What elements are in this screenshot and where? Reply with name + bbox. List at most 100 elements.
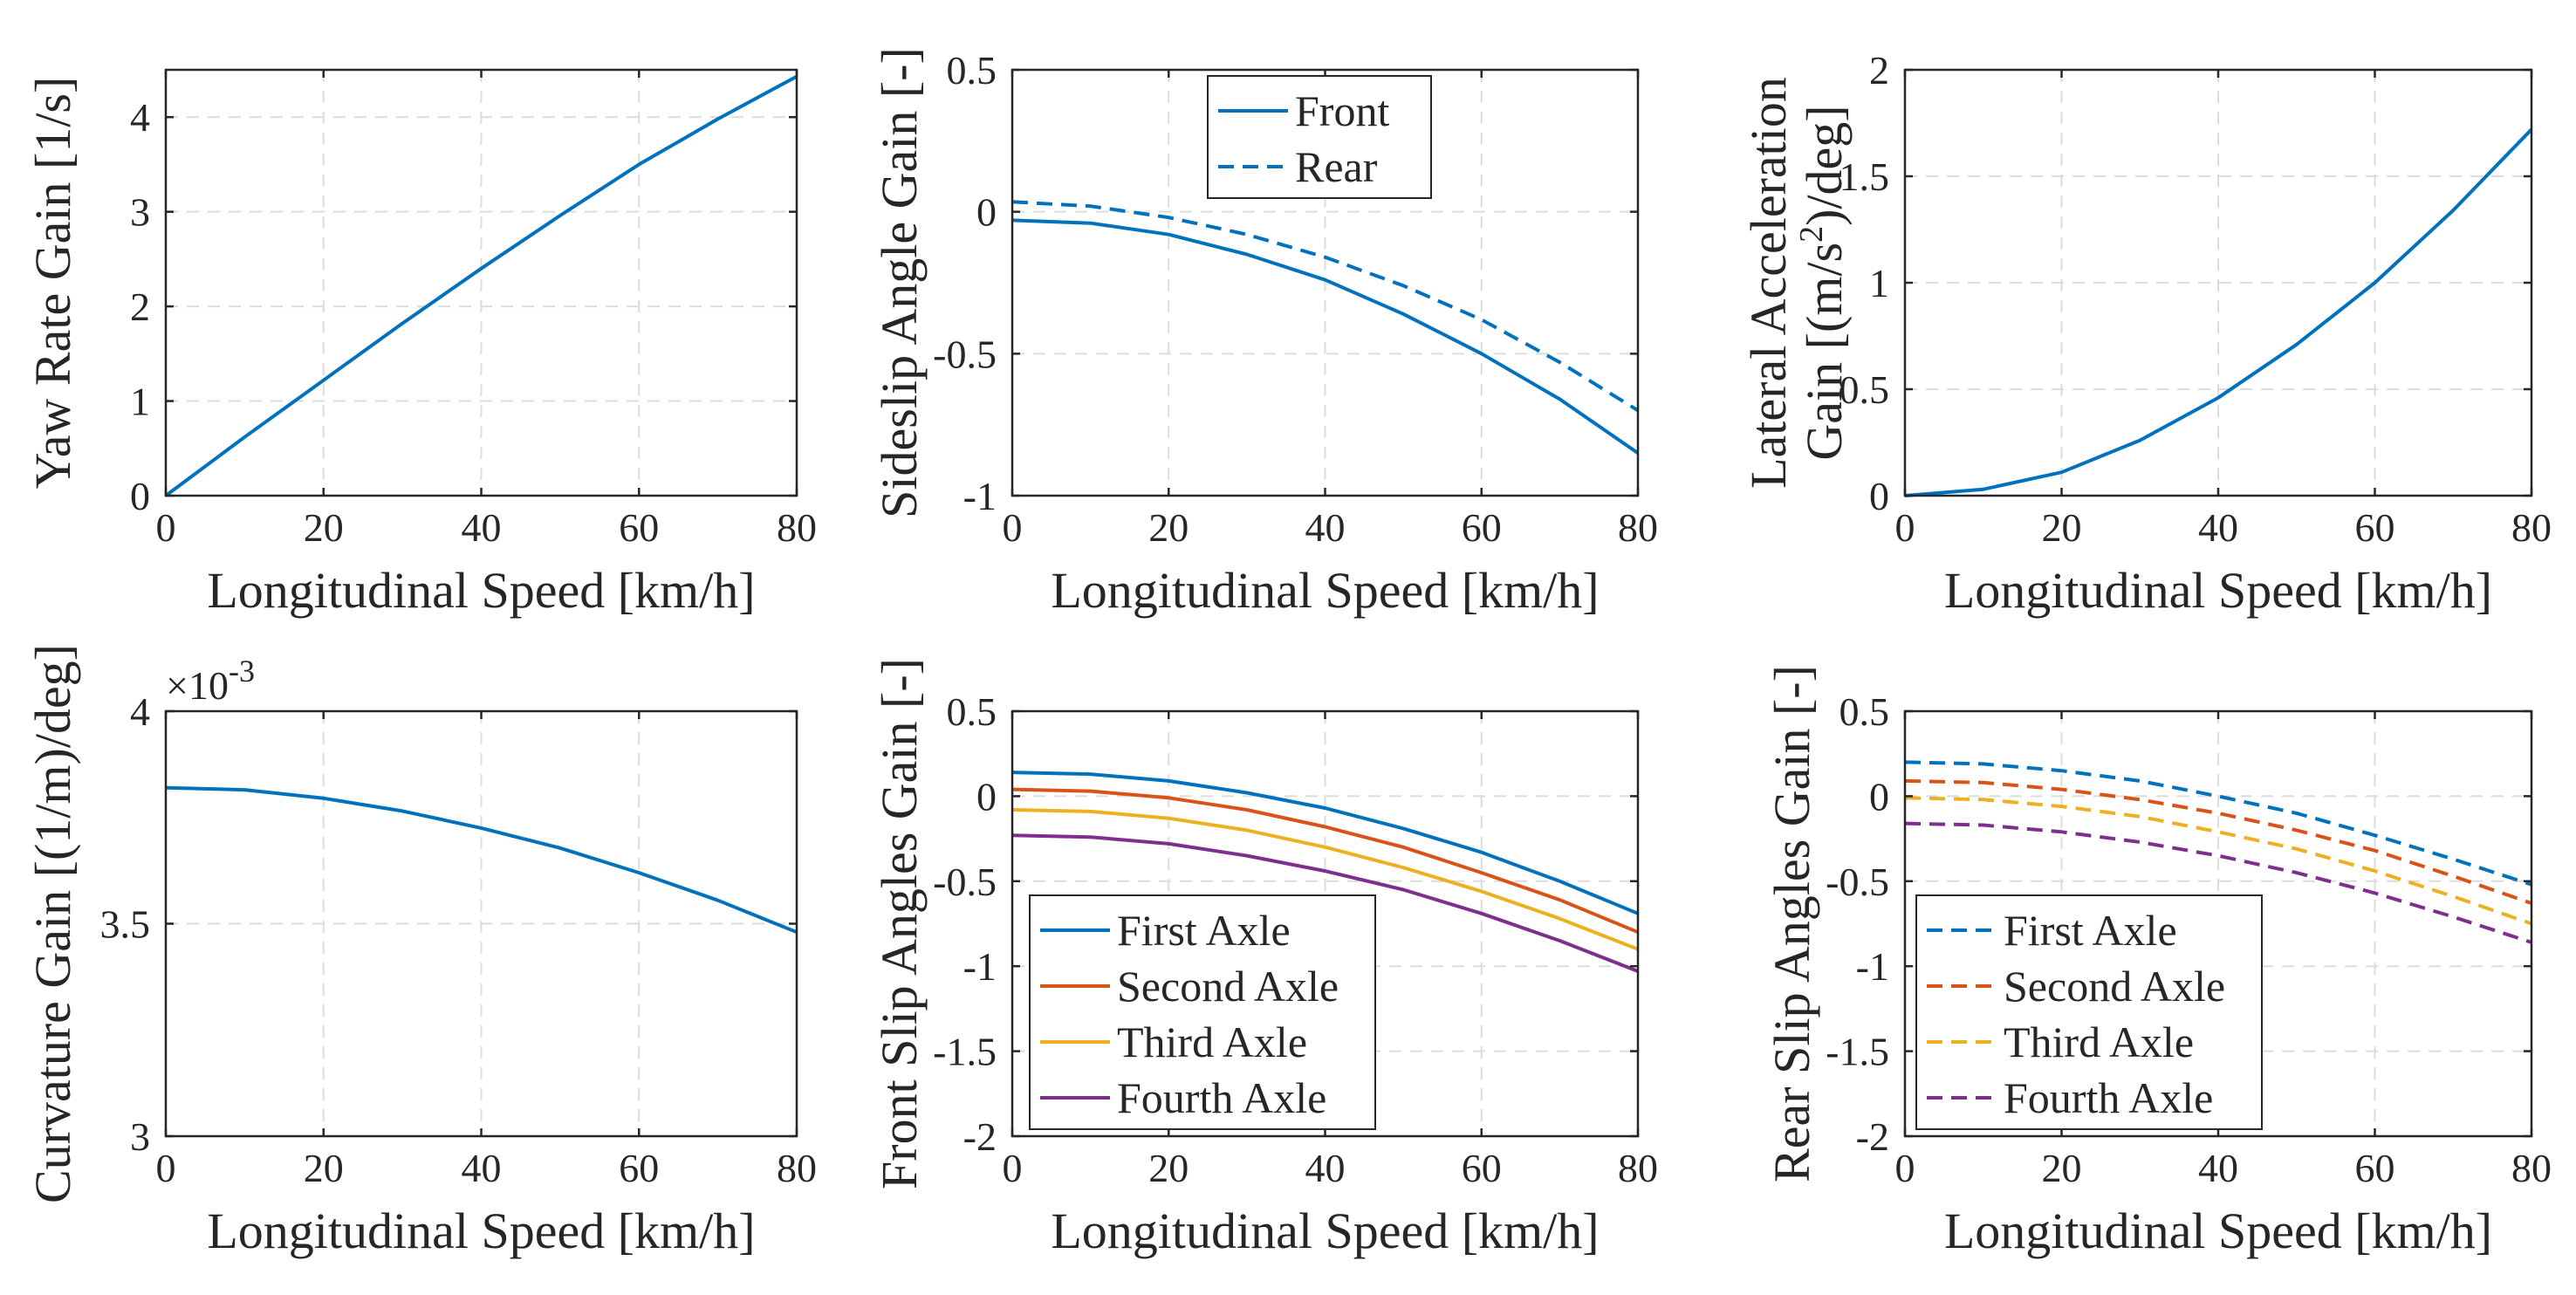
- x-tick-label: 80: [1618, 505, 1658, 550]
- series-line-lateral-acceleration-gain: [1904, 127, 2533, 497]
- series-line-third-axle: [1904, 796, 2532, 926]
- x-tick-label: 0: [1895, 505, 1915, 550]
- y-tick-label: -1.5: [1826, 1030, 1889, 1074]
- legend-label: Front: [1295, 86, 1389, 135]
- y-axis-label-group: Yaw Rate Gain [1/s]: [24, 77, 81, 490]
- y-tick-label: 2: [1869, 48, 1889, 92]
- y-tick-label: 0: [1869, 474, 1889, 518]
- axis-exponent: ×10-3: [166, 654, 255, 708]
- x-tick-label: 0: [1895, 1146, 1915, 1190]
- y-tick-label: 3: [130, 190, 150, 235]
- y-axis-label: Front Slip Angles Gain [-]: [871, 658, 928, 1189]
- x-tick-label: 60: [2355, 505, 2395, 550]
- x-tick-label: 60: [619, 505, 659, 550]
- series-line-front: [1011, 218, 1640, 455]
- series-line-second-axle: [1011, 787, 1639, 935]
- y-tick-label: 0: [130, 474, 150, 518]
- x-tick-label: 60: [2355, 1146, 2395, 1190]
- y-axis-label-group: Sideslip Angle Gain [-]: [871, 47, 928, 518]
- axis-exponent-base: ×10: [166, 663, 229, 708]
- series-line-second-axle: [1904, 778, 2532, 905]
- x-tick-label: 20: [304, 505, 344, 550]
- x-tick-label: 60: [1462, 505, 1502, 550]
- chart-curvature: 0 20 40 60 80 3 3.5 4 Longitudinal Speed [km/h] C…: [24, 644, 817, 1259]
- y-tick-label: 2: [130, 284, 150, 329]
- series-line-fourth-axle: [1011, 833, 1639, 973]
- y-axis-label-superscript: 2: [1793, 226, 1830, 243]
- chart-frontslip: 0 20 40 60 80 -2 -1.5 -1 -0.5 0 0.5 Longitudinal Sp…: [871, 658, 1658, 1259]
- y-tick-label: -0.5: [933, 860, 997, 904]
- x-tick-label: 20: [1148, 1146, 1189, 1190]
- series-line-fourth-axle: [1904, 821, 2532, 944]
- y-tick-label: -1.5: [933, 1030, 997, 1074]
- x-tick-label: 40: [1305, 505, 1346, 550]
- x-tick-label: 0: [156, 1146, 176, 1190]
- y-tick-label: 1: [1869, 261, 1889, 305]
- y-axis-label-line2: Gain [(m/s2)/deg]: [1793, 105, 1853, 460]
- series-line-curvature-gain: [165, 785, 798, 935]
- y-axis-label: Yaw Rate Gain [1/s]: [24, 77, 81, 490]
- y-tick-label: 1.5: [1840, 154, 1890, 199]
- x-tick-label: 40: [2198, 505, 2238, 550]
- y-axis-label: Lateral Acceleration Gain [(m/s2)/deg]: [1740, 77, 1853, 489]
- legend-box: [1029, 894, 1376, 1130]
- x-axis-label: Longitudinal Speed [km/h]: [1944, 1202, 2492, 1259]
- legend-label: Fourth Axle: [2004, 1073, 2213, 1122]
- legend-label: Second Axle: [1117, 962, 1339, 1011]
- legend-label: First Axle: [2004, 906, 2177, 955]
- y-tick-label: -2: [963, 1114, 997, 1159]
- y-tick-label: 0.5: [1840, 689, 1890, 734]
- chart-sideslip: 0 20 40 60 80 -1 -0.5 0 0.5 Longitudinal Speed [k…: [871, 47, 1658, 619]
- legend: First Axle Second Axle Third Axle Fourth Ax…: [1029, 894, 1376, 1130]
- y-tick-label: 0.5: [1840, 367, 1890, 412]
- x-tick-label: 80: [777, 505, 817, 550]
- y-tick-label: 4: [130, 95, 150, 140]
- series-line-third-axle: [1011, 808, 1639, 951]
- y-axis-label-line1: Lateral Acceleration: [1740, 77, 1797, 489]
- y-tick-label: 0.5: [947, 689, 997, 734]
- series-line-first-axle: [1904, 760, 2532, 887]
- x-tick-label: 20: [1148, 505, 1189, 550]
- y-axis-label: Sideslip Angle Gain [-]: [871, 47, 928, 518]
- legend: First Axle Second Axle Third Axle Fourth Ax…: [1915, 894, 2263, 1130]
- y-tick-label: 3.5: [100, 902, 151, 947]
- axis-exponent-power: -3: [229, 654, 255, 689]
- y-tick-label: 0.5: [947, 48, 997, 92]
- y-tick-label: -1: [1856, 944, 1889, 989]
- y-tick-label: -1: [963, 944, 997, 989]
- y-tick-label: 1: [130, 380, 150, 424]
- legend-label: Fourth Axle: [1117, 1073, 1326, 1122]
- y-axis-label-unit: Gain [(m/s: [1796, 243, 1853, 461]
- x-tick-label: 40: [2198, 1146, 2238, 1190]
- x-axis-label: Longitudinal Speed [km/h]: [1051, 562, 1599, 619]
- legend-label: Rear: [1295, 142, 1378, 191]
- x-tick-label: 40: [462, 1146, 502, 1190]
- x-axis-label: Longitudinal Speed [km/h]: [207, 562, 755, 619]
- x-tick-label: 20: [2042, 505, 2082, 550]
- legend-label: Third Axle: [1117, 1018, 1307, 1066]
- y-tick-label: -0.5: [933, 332, 997, 376]
- x-axis-label: Longitudinal Speed [km/h]: [1051, 1202, 1599, 1259]
- series-line-rear: [1011, 200, 1640, 413]
- x-tick-label: 0: [1003, 505, 1023, 550]
- x-tick-label: 40: [462, 505, 502, 550]
- x-tick-label: 80: [2511, 505, 2552, 550]
- x-tick-label: 60: [1462, 1146, 1502, 1190]
- legend: Front Rear: [1207, 75, 1432, 199]
- y-tick-label: -2: [1856, 1114, 1889, 1159]
- y-axis-label-group: Curvature Gain [(1/m)/deg]: [24, 644, 81, 1203]
- y-tick-label: 0: [976, 774, 997, 819]
- y-tick-label: 3: [130, 1114, 150, 1159]
- y-axis-label: Rear Slip Angles Gain [-]: [1764, 665, 1820, 1182]
- x-tick-label: 20: [304, 1146, 344, 1190]
- x-tick-label: 80: [1618, 1146, 1658, 1190]
- x-tick-label: 20: [2042, 1146, 2082, 1190]
- y-axis-label-group: Front Slip Angles Gain [-]: [871, 658, 928, 1189]
- y-tick-label: 4: [130, 689, 150, 734]
- chart-yaw: 0 20 40 60 80 0 1 2 3 4 Longitudinal Speed [km/h] Y…: [24, 68, 817, 619]
- series-line-yaw-rate-gain: [164, 74, 798, 497]
- x-tick-label: 80: [777, 1146, 817, 1190]
- y-tick-label: 0: [1869, 774, 1889, 819]
- legend-box: [1207, 75, 1432, 199]
